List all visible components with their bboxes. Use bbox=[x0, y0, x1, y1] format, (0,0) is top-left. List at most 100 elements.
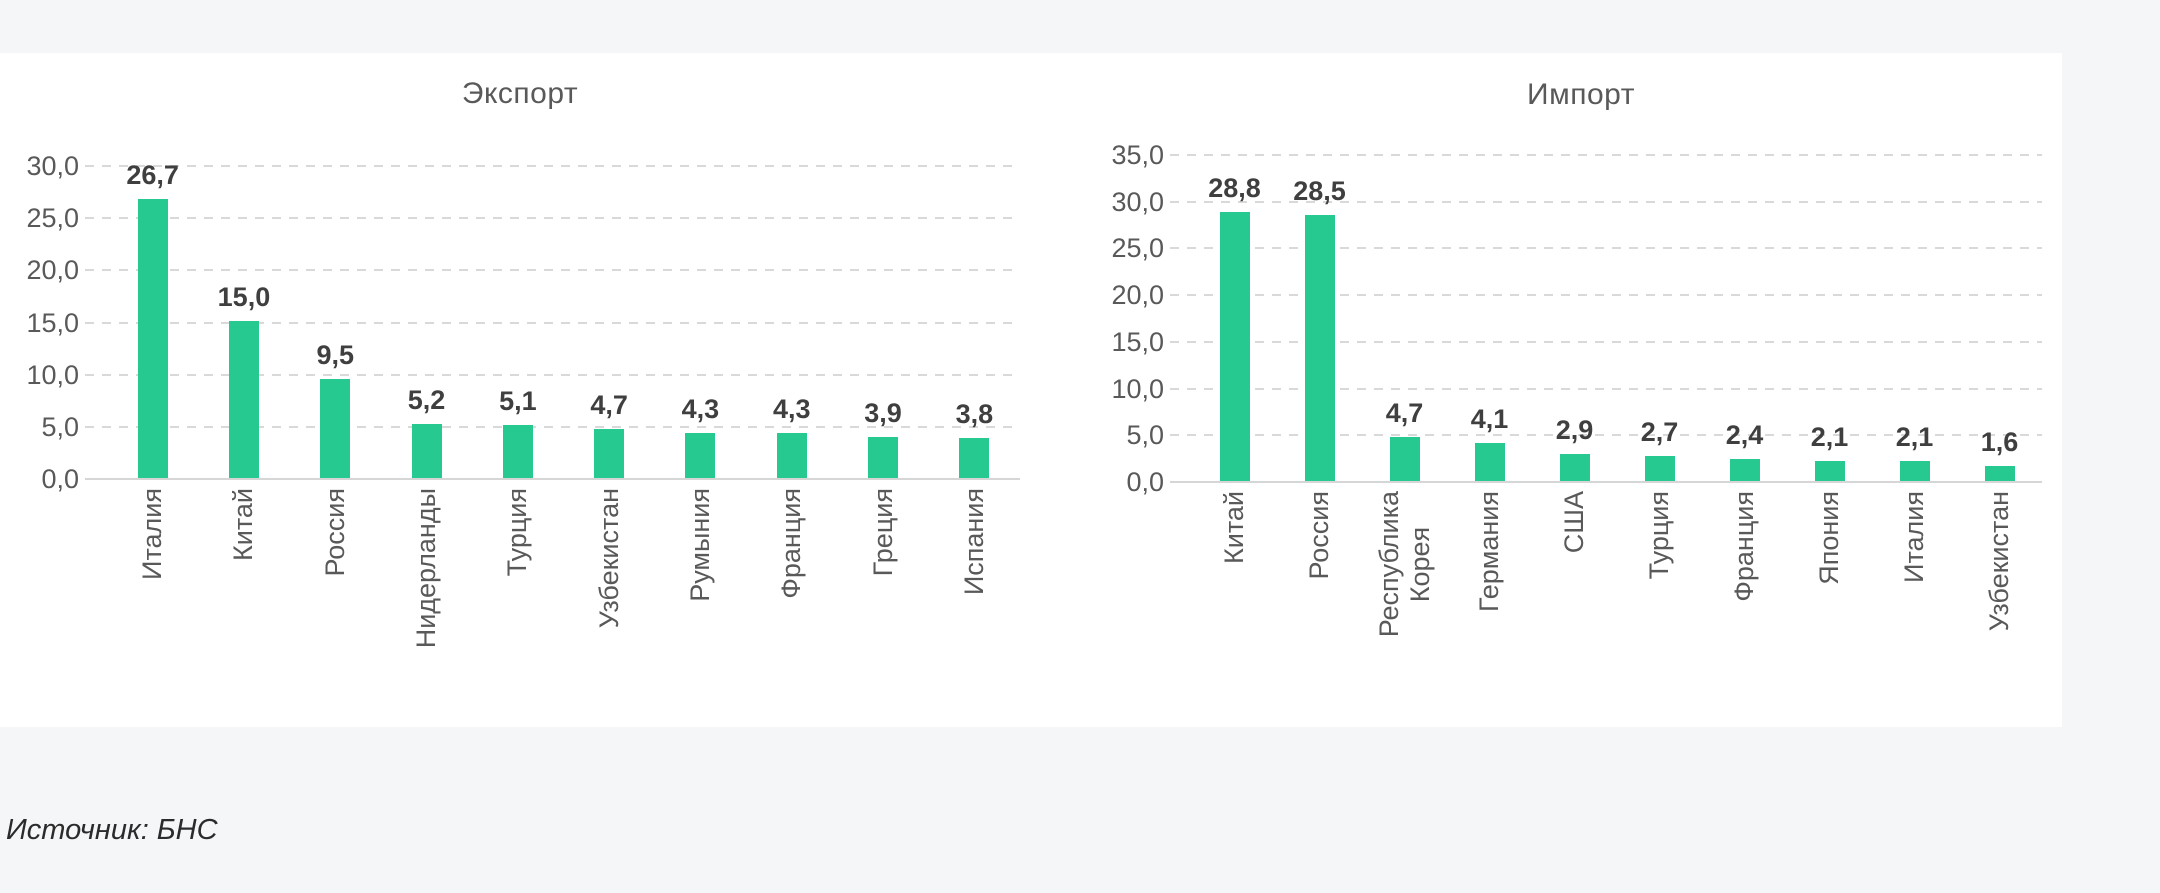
y-axis-tick-label: 30,0 bbox=[26, 151, 79, 181]
bar bbox=[1304, 215, 1335, 481]
bar bbox=[1644, 456, 1675, 481]
x-axis-label-slot: Испания bbox=[929, 488, 1020, 733]
x-axis-label-slot: Китай bbox=[1192, 491, 1277, 736]
x-axis-label-slot: Нидерланды bbox=[381, 488, 472, 733]
x-axis-label: Италия bbox=[1899, 491, 1929, 583]
bar-value-label: 2,1 bbox=[1810, 422, 1849, 452]
x-axis-label-slot: Италия bbox=[107, 488, 198, 733]
x-axis-label-slot: Узбекистан bbox=[1957, 491, 2042, 736]
bar-value-label: 2,1 bbox=[1895, 422, 1934, 452]
y-axis-tick-label: 25,0 bbox=[26, 203, 79, 234]
gridline bbox=[1170, 434, 2042, 437]
y-axis-tick-label: 0,0 bbox=[1126, 467, 1164, 497]
bar bbox=[1559, 454, 1590, 481]
x-axis-labels: Италия Китай Россия Нидерланды Турция Узбекис… bbox=[107, 488, 1020, 733]
x-axis-label: США bbox=[1559, 491, 1589, 554]
x-axis-label: Нидерланды bbox=[411, 488, 442, 649]
gridline bbox=[1170, 200, 2042, 203]
gridline bbox=[85, 165, 1020, 167]
y-axis-tick-label: 20,0 bbox=[1111, 280, 1164, 311]
x-axis-label: Турция bbox=[1644, 491, 1674, 580]
plot-area: 28,8 28,5 4,7 4,1 2,9 2,7 2,4 2,1 2,1 1,6 bbox=[1192, 154, 2042, 481]
bar bbox=[1899, 461, 1930, 481]
y-axis-tick-label: 5,0 bbox=[1126, 420, 1164, 451]
bar bbox=[868, 437, 899, 478]
bar bbox=[1389, 437, 1420, 481]
x-axis-label: Турция bbox=[502, 488, 533, 577]
x-axis-label: Китай bbox=[228, 488, 259, 561]
gridline bbox=[85, 373, 1020, 376]
bar-value-label: 4,3 bbox=[681, 394, 720, 424]
bar bbox=[1984, 466, 2015, 481]
y-axis-tick-label: 30,0 bbox=[1111, 186, 1164, 217]
bar-value-label: 4,7 bbox=[590, 390, 628, 420]
bar bbox=[1219, 212, 1250, 481]
bar bbox=[959, 438, 990, 478]
bar-value-label: 28,5 bbox=[1293, 176, 1346, 206]
bar-value-label: 5,1 bbox=[499, 386, 537, 416]
y-axis-tick-label: 25,0 bbox=[1111, 233, 1164, 264]
x-axis-label-slot: Узбекистан bbox=[563, 488, 654, 733]
gridline bbox=[1170, 247, 2042, 250]
y-axis-tick-label: 35,0 bbox=[1111, 140, 1164, 170]
y-axis-tick-label: 10,0 bbox=[1111, 373, 1164, 404]
bar bbox=[411, 424, 442, 478]
x-axis-label: Республика Корея bbox=[1373, 491, 1435, 638]
export-bar-chart: Экспорт 30,0 25,0 20,0 15,0 10,0 5,0 0,0 26,7 15… bbox=[0, 53, 1040, 727]
x-axis-label: Япония bbox=[1814, 491, 1844, 585]
bar-value-label: 15,0 bbox=[217, 282, 271, 312]
x-axis-label-slot: Греция bbox=[837, 488, 928, 733]
x-axis-label: Франция bbox=[1729, 491, 1759, 602]
chart-title-import: Импорт bbox=[1527, 78, 1635, 111]
gridline bbox=[85, 217, 1020, 220]
x-axis-labels: Китай Россия Республика Корея Германия США Ту… bbox=[1192, 491, 2042, 736]
x-axis-label-slot: Республика Корея bbox=[1362, 491, 1447, 736]
bar-value-label: 4,1 bbox=[1470, 404, 1509, 434]
x-axis-label-slot: Италия bbox=[1872, 491, 1957, 736]
gridline bbox=[85, 425, 1020, 428]
bar-value-label: 3,8 bbox=[955, 399, 994, 429]
plot-area: 26,7 15,0 9,5 5,2 5,1 4,7 4,3 4,3 3,9 3,8 bbox=[107, 160, 1020, 478]
bar-value-label: 9,5 bbox=[316, 340, 355, 370]
y-axis-tick-label: 5,0 bbox=[41, 411, 79, 442]
x-axis-label-slot: Франция bbox=[1702, 491, 1787, 736]
y-axis-tick-label: 15,0 bbox=[26, 307, 79, 338]
bar bbox=[1474, 443, 1505, 481]
gridline bbox=[85, 321, 1020, 324]
bar bbox=[685, 433, 716, 478]
bar-value-label: 28,8 bbox=[1208, 173, 1261, 203]
source-note: Источник: БНС bbox=[6, 814, 218, 846]
bar bbox=[1814, 461, 1845, 481]
bar-value-label: 2,4 bbox=[1725, 420, 1764, 450]
x-axis-label: Узбекистан bbox=[1984, 491, 2014, 632]
gridline bbox=[1170, 340, 2042, 343]
bar-value-label: 4,7 bbox=[1385, 398, 1424, 428]
bar bbox=[502, 425, 533, 478]
x-axis-label: Италия bbox=[137, 488, 168, 580]
bar bbox=[137, 199, 168, 478]
x-axis-label-slot: Россия bbox=[290, 488, 381, 733]
x-axis-label-slot: Китай bbox=[198, 488, 289, 733]
x-axis-baseline bbox=[1170, 481, 2042, 483]
import-bar-chart: Импорт 35,0 30,0 25,0 20,0 15,0 10,0 5,0 0,0 28,… bbox=[1100, 53, 2062, 727]
x-axis-label-slot: Япония bbox=[1787, 491, 1872, 736]
bar-value-label: 5,2 bbox=[407, 385, 446, 415]
y-axis-tick-label: 10,0 bbox=[26, 359, 79, 390]
x-axis-label-slot: США bbox=[1532, 491, 1617, 736]
y-axis-tick-label: 20,0 bbox=[26, 255, 79, 286]
bar-value-label: 2,7 bbox=[1640, 417, 1679, 447]
gridline bbox=[1170, 387, 2042, 390]
gridline bbox=[85, 269, 1020, 272]
x-axis-label-slot: Россия bbox=[1277, 491, 1362, 736]
x-axis-label: Франция bbox=[776, 488, 807, 599]
x-axis-label: Греция bbox=[867, 488, 898, 577]
y-axis-tick-label: 15,0 bbox=[1111, 326, 1164, 357]
x-axis-baseline bbox=[85, 478, 1020, 480]
x-axis-label: Германия bbox=[1474, 491, 1504, 613]
gridline bbox=[1170, 294, 2042, 297]
bar bbox=[1729, 459, 1760, 481]
bar bbox=[228, 321, 259, 478]
bar-value-label: 26,7 bbox=[126, 160, 179, 190]
x-axis-label-slot: Турция bbox=[1617, 491, 1702, 736]
